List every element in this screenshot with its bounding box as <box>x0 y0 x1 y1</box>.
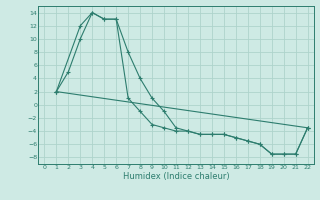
X-axis label: Humidex (Indice chaleur): Humidex (Indice chaleur) <box>123 172 229 181</box>
